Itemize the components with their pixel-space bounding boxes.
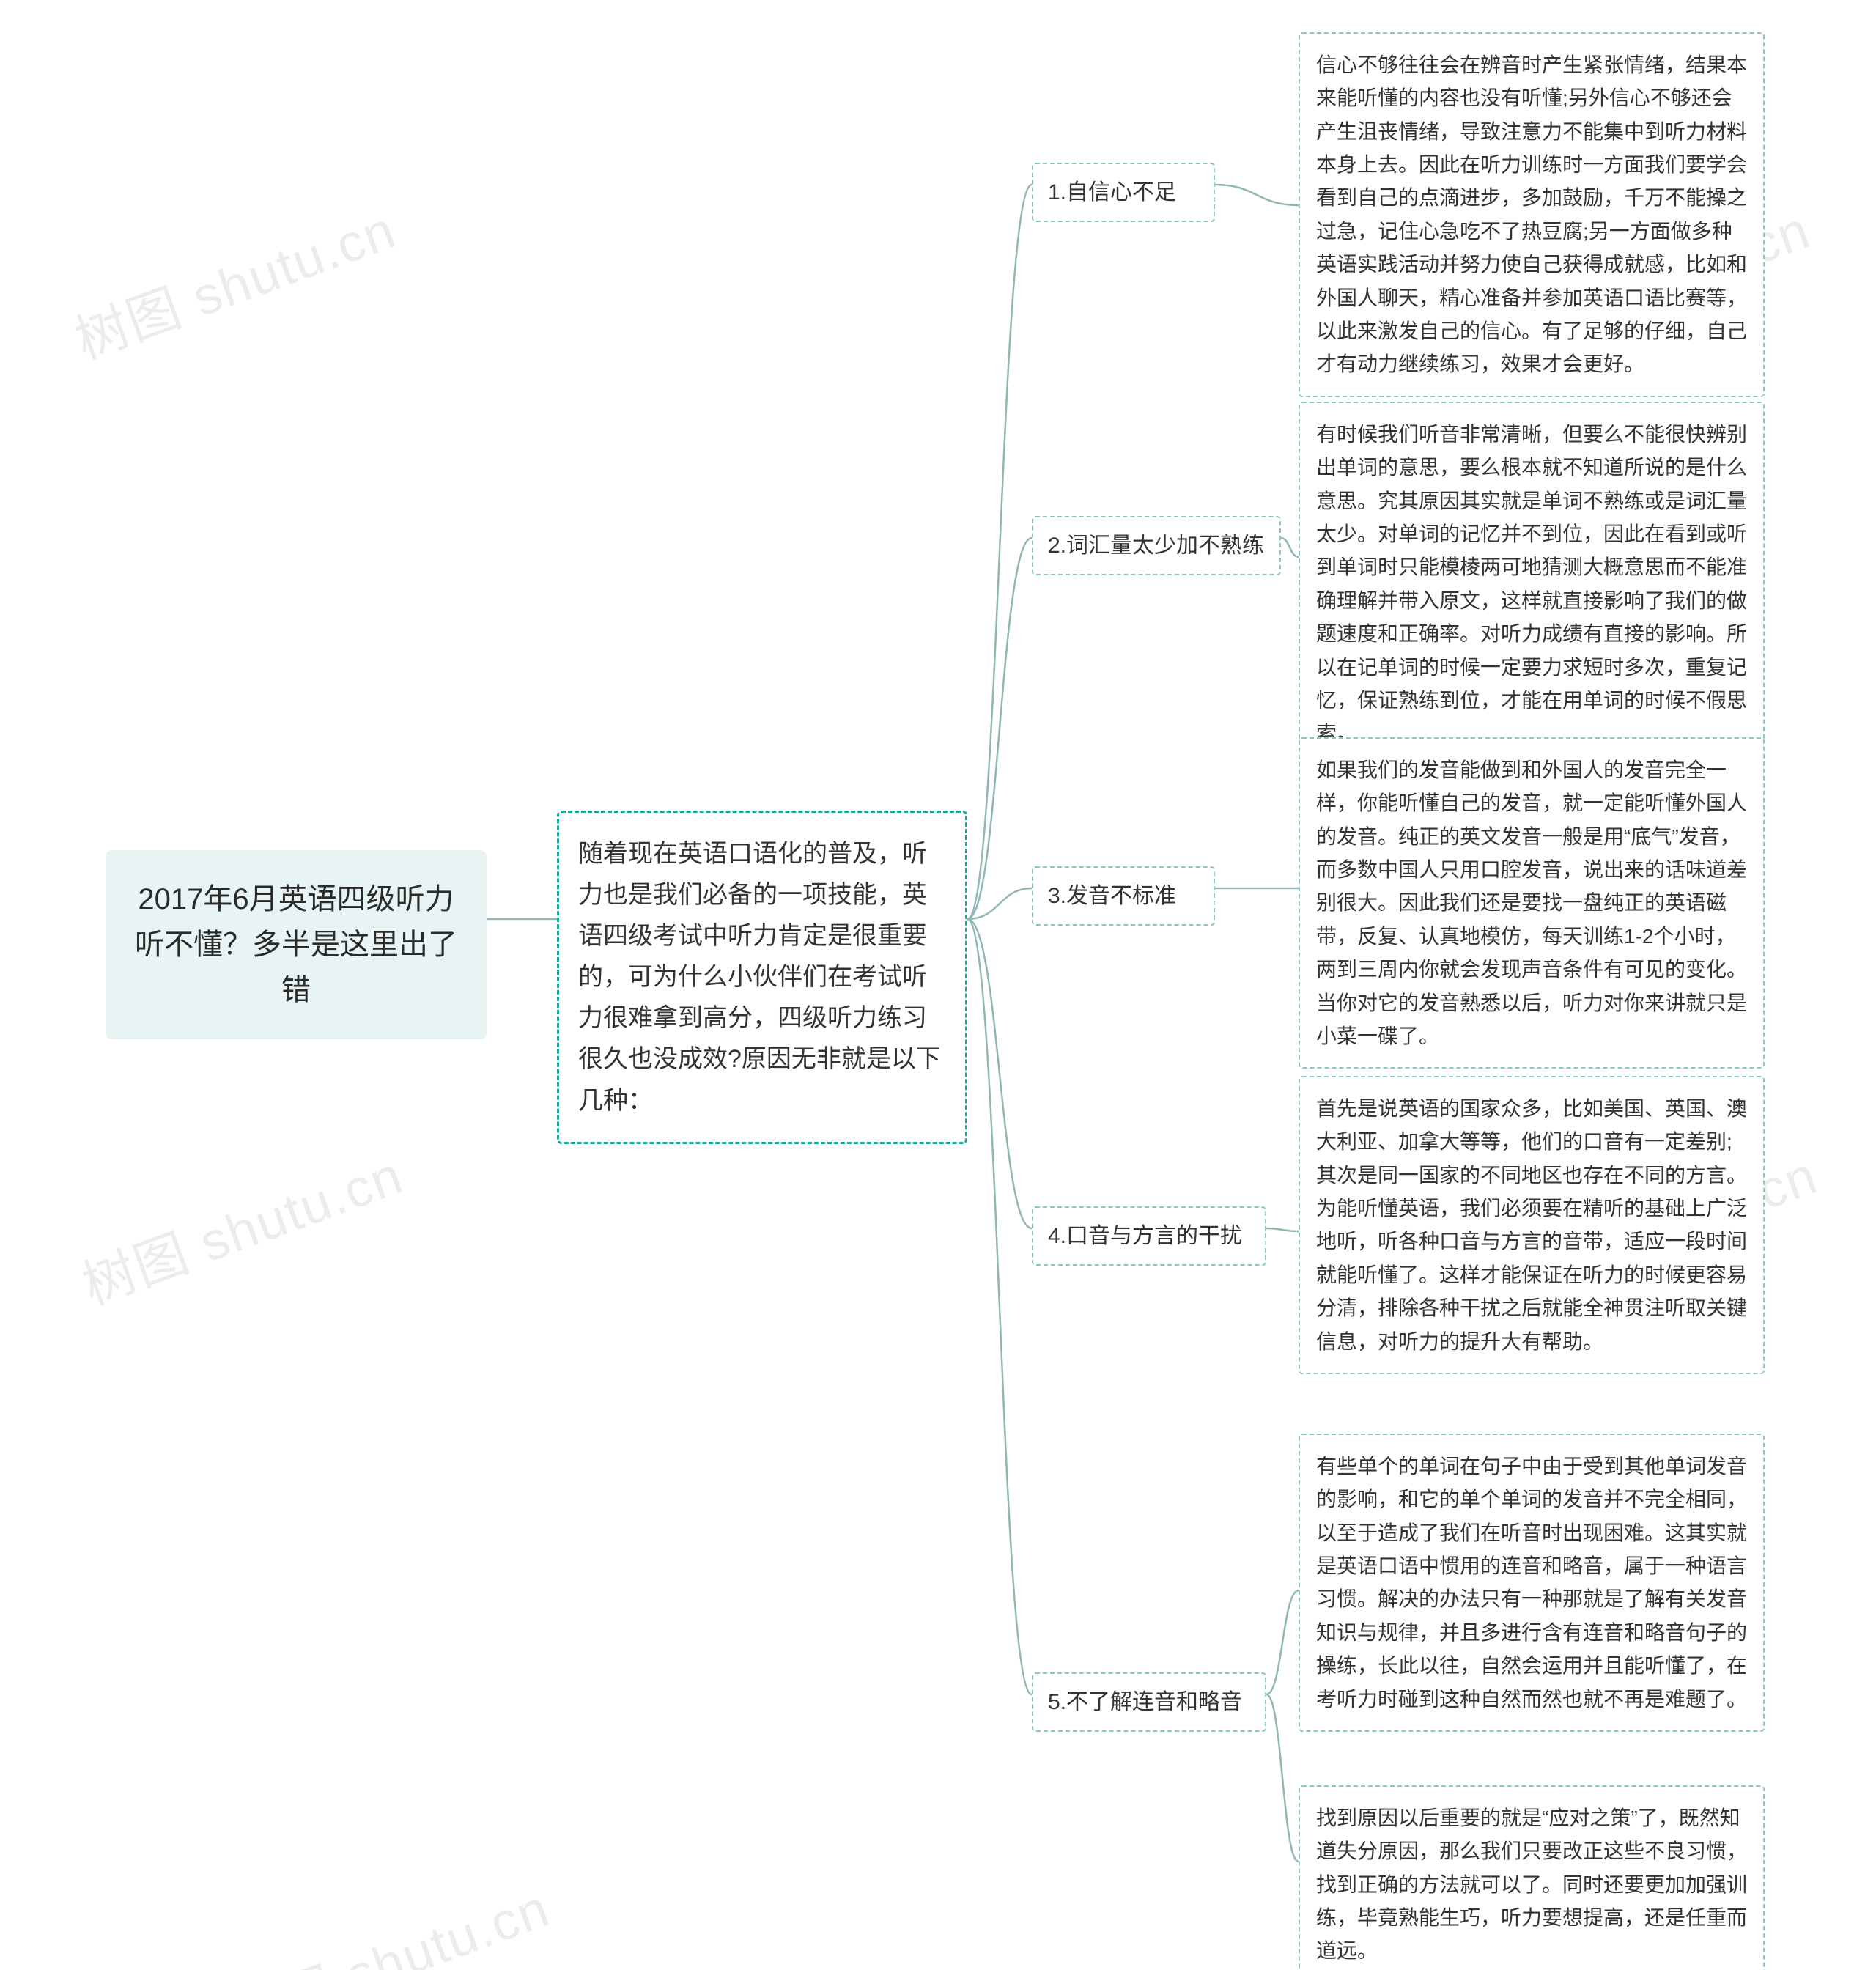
connector — [967, 919, 1032, 1228]
reason-node-4[interactable]: 4.口音与方言的干扰 — [1032, 1206, 1266, 1266]
detail-text: 如果我们的发音能做到和外国人的发音完全一样，你能听懂自己的发音，就一定能听懂外国… — [1316, 759, 1747, 1047]
reason-node-3[interactable]: 3.发音不标准 — [1032, 866, 1215, 926]
detail-text: 有些单个的单词在句子中由于受到其他单词发音的影响，和它的单个单词的发音并不完全相… — [1316, 1455, 1747, 1711]
watermark: 树图 shutu.cn — [63, 187, 405, 374]
detail-text: 有时候我们听音非常清晰，但要么不能很快辨别出单词的意思，要么根本就不知道所说的是… — [1316, 423, 1747, 745]
intro-text: 随着现在英语口语化的普及，听力也是我们必备的一项技能，英语四级考试中听力肯定是很… — [578, 840, 941, 1115]
detail-text: 找到原因以后重要的就是“应对之策”了，既然知道失分原因，那么我们只要改正这些不良… — [1316, 1807, 1747, 1962]
intro-node[interactable]: 随着现在英语口语化的普及，听力也是我们必备的一项技能，英语四级考试中听力肯定是很… — [557, 811, 967, 1144]
reason-node-5[interactable]: 5.不了解连音和略音 — [1032, 1672, 1266, 1732]
connector — [1266, 1694, 1299, 1862]
watermark: 树图 shutu.cn — [70, 1132, 412, 1319]
connector — [1215, 185, 1299, 205]
root-node[interactable]: 2017年6月英语四级听力听不懂？多半是这里出了错 — [106, 850, 487, 1039]
reason-label: 5.不了解连音和略音 — [1048, 1690, 1242, 1714]
reason-node-2[interactable]: 2.词汇量太少加不熟练 — [1032, 516, 1281, 575]
detail-node[interactable]: 信心不够往往会在辨音时产生紧张情绪，结果本来能听懂的内容也没有听懂;另外信心不够… — [1299, 32, 1765, 397]
reason-label: 1.自信心不足 — [1048, 180, 1176, 204]
detail-node[interactable]: 有时候我们听音非常清晰，但要么不能很快辨别出单词的意思，要么根本就不知道所说的是… — [1299, 402, 1765, 767]
detail-node[interactable]: 找到原因以后重要的就是“应对之策”了，既然知道失分原因，那么我们只要改正这些不良… — [1299, 1785, 1765, 1970]
detail-node[interactable]: 首先是说英语的国家众多，比如美国、英国、澳大利亚、加拿大等等，他们的口音有一定差… — [1299, 1076, 1765, 1374]
detail-text: 首先是说英语的国家众多，比如美国、英国、澳大利亚、加拿大等等，他们的口音有一定差… — [1316, 1097, 1747, 1353]
mindmap-canvas: 树图 shutu.cn 树图 shutu.cn 树图 shutu.cn 树图 s… — [0, 0, 1876, 1970]
reason-label: 3.发音不标准 — [1048, 884, 1176, 908]
reason-node-1[interactable]: 1.自信心不足 — [1032, 163, 1215, 222]
connector — [1281, 538, 1299, 557]
connector — [1266, 1590, 1299, 1694]
connector — [967, 888, 1032, 919]
connector — [967, 185, 1032, 919]
connector — [967, 538, 1032, 919]
detail-node[interactable]: 如果我们的发音能做到和外国人的发音完全一样，你能听懂自己的发音，就一定能听懂外国… — [1299, 737, 1765, 1069]
detail-node[interactable]: 有些单个的单词在句子中由于受到其他单词发音的影响，和它的单个单词的发音并不完全相… — [1299, 1434, 1765, 1732]
connector — [967, 919, 1032, 1694]
connector — [1266, 1228, 1299, 1231]
detail-text: 信心不够往往会在辨音时产生紧张情绪，结果本来能听懂的内容也没有听懂;另外信心不够… — [1316, 54, 1747, 375]
reason-label: 2.词汇量太少加不熟练 — [1048, 534, 1264, 558]
root-text: 2017年6月英语四级听力听不懂？多半是这里出了错 — [135, 883, 457, 1006]
reason-label: 4.口音与方言的干扰 — [1048, 1224, 1242, 1248]
watermark: 树图 shutu.cn — [217, 1865, 558, 1970]
